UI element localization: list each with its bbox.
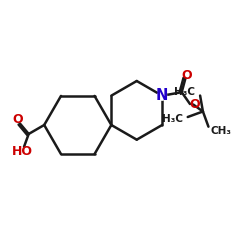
Text: HO: HO — [12, 145, 33, 158]
Text: H₃C: H₃C — [162, 114, 183, 124]
Text: O: O — [182, 68, 192, 82]
Text: O: O — [190, 98, 200, 111]
Text: H₃C: H₃C — [174, 87, 195, 97]
Circle shape — [158, 91, 166, 100]
Text: N: N — [156, 88, 168, 103]
Text: CH₃: CH₃ — [211, 126, 232, 136]
Text: O: O — [12, 113, 23, 126]
